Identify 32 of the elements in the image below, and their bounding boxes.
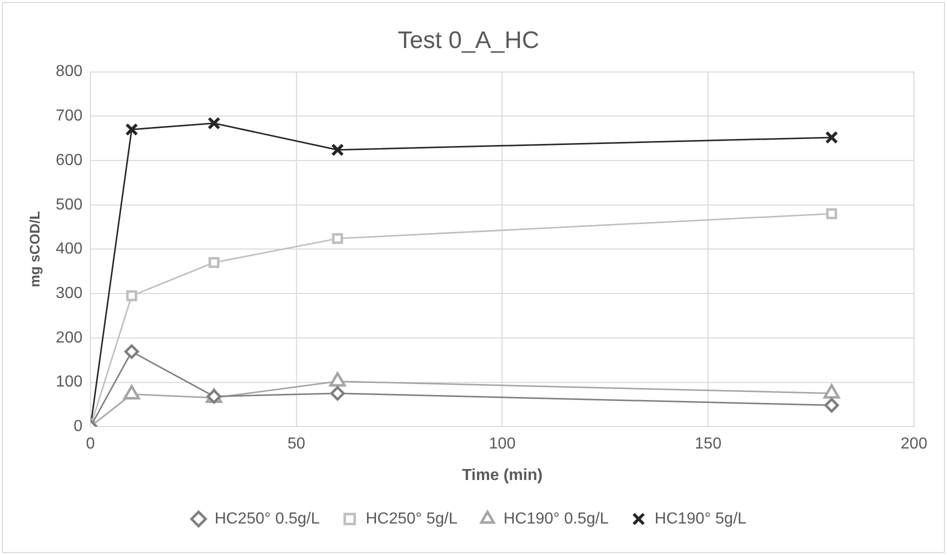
point (825, 130, 838, 144)
chart-title: Test 0_A_HC (398, 27, 540, 54)
legend-label: HC250° 5g/L (366, 510, 458, 528)
x-axis-title: Time (min) (462, 466, 543, 484)
x-tick-label: 50 (287, 436, 306, 453)
legend-label: HC190° 5g/L (654, 510, 747, 528)
point (208, 257, 220, 268)
x-tick-label: 0 (86, 436, 96, 453)
y-axis-title: mg sCOD/L (26, 210, 42, 288)
legend-label: HC190° 0.5g/L (504, 510, 609, 528)
y-tick-label: 100 (56, 374, 83, 391)
y-tick-label: 600 (56, 152, 83, 169)
point (208, 116, 220, 130)
point (826, 208, 838, 220)
y-tick-label: 700 (56, 108, 83, 125)
y-tick-label: 0 (74, 418, 83, 436)
x-tick-label: 200 (900, 436, 928, 453)
y-tick-label: 300 (56, 284, 83, 302)
y-tick-label: 500 (56, 196, 83, 214)
point (824, 398, 839, 413)
x-tick-label: 100 (488, 436, 516, 453)
y-tick-label: 800 (56, 63, 83, 80)
point (330, 386, 345, 401)
x-tick-label: 150 (694, 436, 722, 453)
point (331, 143, 344, 156)
legend-label: HC250° 0.5g/L (214, 510, 320, 528)
point (332, 233, 344, 244)
point (126, 290, 138, 302)
point (125, 123, 138, 136)
y-tick-label: 400 (56, 240, 83, 258)
y-tick-label: 200 (56, 329, 83, 346)
point (124, 344, 139, 359)
